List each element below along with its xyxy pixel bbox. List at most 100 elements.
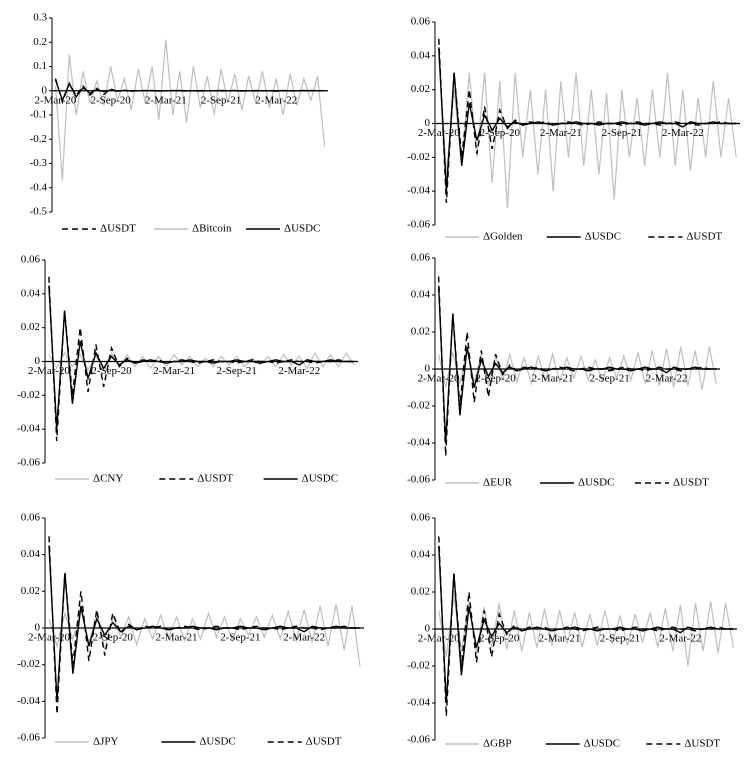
y-tick-label: -0.5: [30, 206, 48, 218]
series-line: [438, 545, 734, 704]
x-tick-label: 2-Sep-20: [91, 365, 132, 377]
x-tick-label: 2-Sep-20: [475, 373, 516, 385]
y-tick-label: 0.06: [411, 252, 431, 264]
legend-label: ΔUSDC: [284, 223, 320, 235]
y-tick-label: 0.06: [21, 512, 41, 524]
y-tick-label: 0.06: [21, 254, 41, 266]
x-tick-label: 2-Sep-20: [90, 94, 131, 106]
legend-label: ΔUSDC: [302, 473, 338, 485]
y-tick-label: 0: [42, 84, 48, 96]
legend-label: ΔBitcoin: [192, 223, 232, 235]
legend-label: ΔUSDT: [684, 738, 720, 750]
legend-label: ΔUSDT: [686, 231, 722, 243]
legend-label: ΔUSDT: [100, 223, 136, 235]
y-tick-label: -0.02: [17, 658, 40, 670]
x-tick-label: 2-Sep-21: [220, 632, 260, 644]
y-tick-label: 0: [425, 623, 431, 635]
y-tick-label: -0.4: [30, 181, 48, 193]
y-tick-label: -0.04: [407, 437, 430, 449]
y-tick-label: -0.04: [407, 185, 430, 197]
series-line: [54, 39, 326, 181]
y-tick-label: 0.1: [33, 60, 47, 72]
series-line: [48, 285, 355, 430]
y-tick-label: 0.2: [33, 36, 47, 48]
x-tick-label: 2-Mar-20: [418, 127, 460, 139]
legend-label: ΔEUR: [483, 477, 513, 489]
x-tick-label: 2-Mar-20: [34, 94, 76, 106]
y-tick-label: 0.3: [33, 12, 47, 24]
y-tick-label: -0.04: [17, 695, 40, 707]
y-tick-label: -0.06: [407, 219, 430, 231]
y-tick-label: 0.06: [411, 16, 431, 28]
legend-label: ΔJPY: [93, 736, 118, 748]
y-tick-label: -0.04: [407, 697, 430, 709]
legend-label: ΔUSDT: [673, 477, 709, 489]
y-tick-label: 0.02: [21, 585, 40, 597]
legend-label: ΔUSDT: [197, 473, 233, 485]
y-tick-label: 0: [425, 117, 431, 129]
y-tick-label: 0.04: [411, 289, 431, 301]
x-tick-label: 2-Mar-21: [156, 632, 198, 644]
x-tick-label: 2-Mar-21: [539, 633, 581, 645]
y-tick-label: -0.04: [17, 423, 40, 435]
x-tick-label: 2-Sep-21: [201, 94, 241, 106]
x-tick-label: 2-Mar-20: [28, 632, 70, 644]
x-tick-label: 2-Mar-21: [145, 94, 187, 106]
series-line: [438, 47, 737, 192]
y-tick-label: 0: [35, 355, 41, 367]
series-line: [48, 276, 355, 442]
x-tick-label: 2-Sep-21: [217, 365, 257, 377]
x-tick-label: 2-Mar-21: [532, 373, 574, 385]
y-tick-label: 0.02: [21, 321, 40, 333]
legend-label: ΔCNY: [93, 473, 123, 485]
x-tick-label: 2-Mar-22: [255, 94, 297, 106]
y-tick-label: -0.02: [407, 400, 430, 412]
series-line: [437, 285, 717, 444]
x-tick-label: 2-Sep-20: [480, 127, 521, 139]
x-tick-label: 2-Mar-22: [662, 127, 704, 139]
legend-label: ΔUSDT: [306, 736, 342, 748]
x-tick-label: 2-Mar-22: [646, 373, 688, 385]
y-tick-label: -0.2: [30, 133, 47, 145]
x-tick-label: 2-Sep-20: [479, 633, 520, 645]
legend-label: ΔUSDC: [584, 738, 620, 750]
y-tick-label: 0.04: [411, 49, 431, 61]
x-tick-label: 2-Mar-22: [278, 365, 320, 377]
y-tick-label: 0.04: [21, 287, 41, 299]
x-tick-label: 2-Mar-22: [659, 633, 701, 645]
y-tick-label: 0: [35, 622, 41, 634]
x-tick-label: 2-Sep-20: [93, 632, 134, 644]
series-line: [438, 595, 734, 667]
x-tick-label: 2-Mar-21: [540, 127, 582, 139]
x-tick-label: 2-Mar-22: [283, 632, 325, 644]
y-tick-label: 0.02: [411, 586, 430, 598]
series-line: [48, 604, 361, 667]
legend-label: ΔGolden: [483, 231, 523, 243]
legend-label: ΔUSDC: [585, 231, 621, 243]
y-tick-label: -0.02: [407, 660, 430, 672]
x-tick-label: 2-Mar-20: [418, 633, 460, 645]
x-tick-label: 2-Mar-20: [28, 365, 70, 377]
y-tick-label: -0.02: [407, 151, 430, 163]
y-tick-label: -0.1: [30, 109, 47, 121]
legend-label: ΔGBP: [483, 738, 511, 750]
y-tick-label: 0.02: [411, 326, 430, 338]
y-tick-label: -0.06: [17, 457, 40, 469]
series-line: [48, 536, 360, 715]
y-tick-label: -0.06: [407, 474, 430, 486]
x-tick-label: 2-Sep-21: [602, 127, 642, 139]
legend-label: ΔUSDC: [578, 477, 614, 489]
series-line: [48, 545, 360, 702]
y-tick-label: -0.02: [17, 389, 40, 401]
y-tick-label: -0.06: [17, 732, 40, 744]
x-tick-label: 2-Sep-21: [589, 373, 629, 385]
x-tick-label: 2-Mar-20: [418, 373, 460, 385]
x-tick-label: 2-Sep-21: [600, 633, 640, 645]
y-tick-label: -0.3: [30, 157, 48, 169]
y-tick-label: -0.06: [407, 734, 430, 746]
y-tick-label: 0.04: [21, 548, 41, 560]
legend-label: ΔUSDC: [199, 736, 235, 748]
y-tick-label: 0.04: [411, 549, 431, 561]
